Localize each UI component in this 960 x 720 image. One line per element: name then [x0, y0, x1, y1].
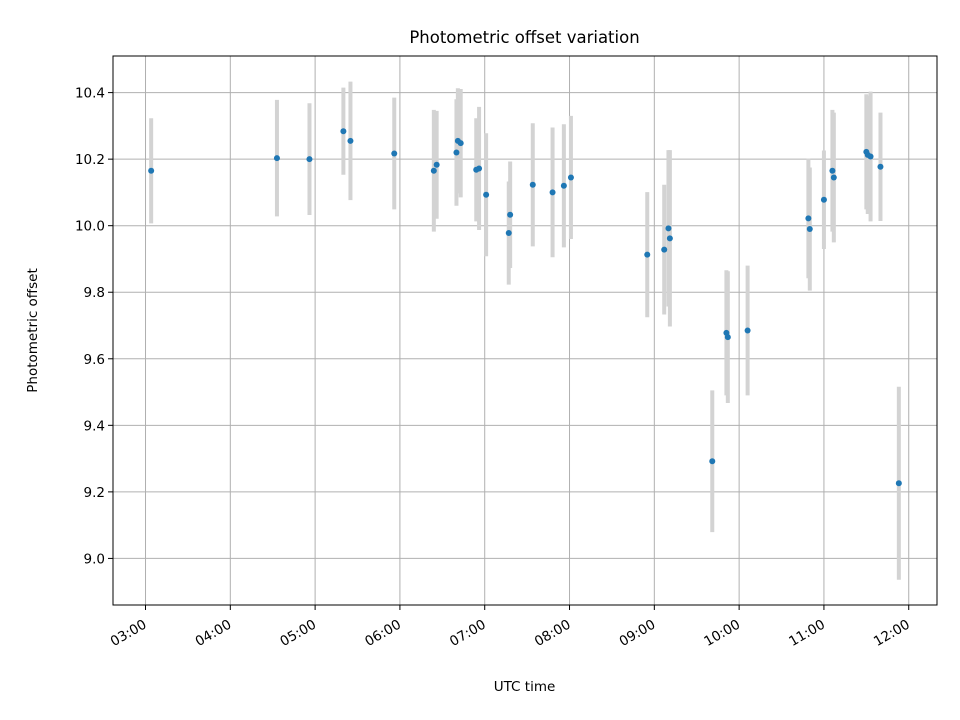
- data-point: [829, 167, 836, 174]
- data-point: [347, 137, 354, 144]
- data-point: [820, 196, 827, 203]
- data-point: [666, 235, 673, 242]
- y-axis-label: Photometric offset: [25, 268, 41, 392]
- y-tick-label: 10.0: [75, 219, 105, 235]
- data-point: [567, 174, 574, 181]
- plot-frame: [112, 55, 938, 606]
- data-point: [148, 167, 155, 174]
- data-point: [453, 149, 460, 156]
- data-point: [391, 150, 398, 157]
- chart-title: Photometric offset variation: [409, 28, 639, 47]
- data-point: [806, 226, 813, 233]
- data-point: [877, 163, 884, 170]
- y-tick-label: 9.2: [84, 485, 105, 501]
- data-point: [483, 191, 490, 198]
- y-tick-label: 10.4: [75, 86, 105, 102]
- data-point: [867, 153, 874, 160]
- data-point: [661, 246, 668, 253]
- data-point: [340, 128, 347, 135]
- data-point: [724, 334, 731, 341]
- y-tick-label: 9.4: [84, 418, 105, 434]
- data-point: [895, 480, 902, 487]
- data-point: [549, 189, 556, 196]
- data-point: [457, 140, 464, 147]
- data-point: [507, 211, 514, 218]
- data-point: [560, 182, 567, 189]
- data-point: [306, 156, 313, 163]
- y-tick-label: 9.6: [84, 352, 105, 368]
- y-tick-label: 9.8: [84, 285, 105, 301]
- data-point: [709, 458, 716, 465]
- data-point: [505, 230, 512, 237]
- y-tick-label: 9.0: [84, 551, 105, 567]
- data-point: [644, 251, 651, 258]
- data-point: [665, 225, 672, 232]
- data-point: [433, 161, 440, 168]
- data-point: [529, 181, 536, 188]
- y-tick-label: 10.2: [75, 152, 105, 168]
- x-axis-label: UTC time: [494, 679, 556, 695]
- data-point: [830, 174, 837, 181]
- data-point: [273, 155, 280, 162]
- grid: [113, 56, 937, 605]
- y-axis-ticks: 9.0 9.2 9.4 9.6 9.8 10.0 10.2 10.4: [75, 86, 113, 567]
- data-point: [805, 215, 812, 222]
- data-points: [148, 128, 902, 487]
- data-point: [744, 327, 751, 334]
- data-point: [476, 165, 483, 172]
- data-point: [430, 167, 437, 174]
